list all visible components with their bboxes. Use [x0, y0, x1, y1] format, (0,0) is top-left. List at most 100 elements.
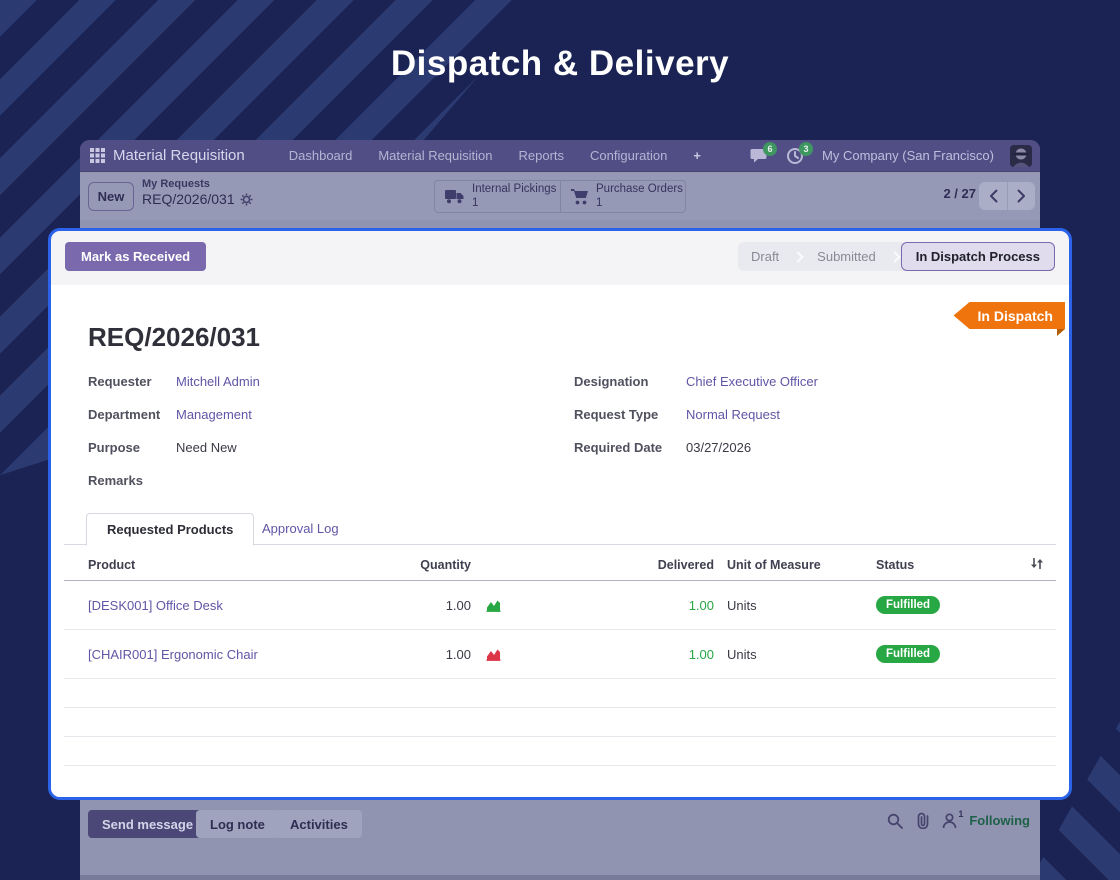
internal-pickings-button[interactable]: Internal Pickings 1 — [435, 181, 560, 212]
quantity-cell: 1.00 — [445, 597, 471, 613]
pager-previous-button[interactable] — [979, 182, 1007, 210]
mark-as-received-button[interactable]: Mark as Received — [65, 242, 207, 271]
required-date-value[interactable]: 03/27/2026 — [686, 440, 752, 455]
settings-gear-icon[interactable] — [240, 193, 253, 206]
chatter-tools: 1 Following — [887, 809, 1030, 829]
adjust-columns-icon — [1031, 558, 1043, 569]
user-avatar[interactable] — [1010, 144, 1032, 167]
header-product[interactable]: Product — [88, 558, 136, 572]
statusbar-step-draft[interactable]: Draft — [751, 249, 780, 264]
statusbar-separator — [792, 250, 804, 263]
next-message-edge — [80, 875, 1040, 880]
messages-count-badge: 6 — [763, 141, 778, 156]
empty-table-row — [64, 737, 1056, 766]
send-message-button[interactable]: Send message — [88, 810, 208, 838]
ribbon-fold — [1057, 329, 1065, 336]
activities-tab-button[interactable]: Activities — [276, 810, 362, 838]
pager-value: 2 / 27 — [943, 186, 976, 201]
tab-requested-products[interactable]: Requested Products — [86, 513, 255, 546]
product-link[interactable]: [CHAIR001] Ergonomic Chair — [88, 646, 258, 662]
in-dispatch-ribbon: In Dispatch — [953, 302, 1065, 329]
product-link[interactable]: [DESK001] Office Desk — [88, 597, 223, 613]
apps-grid-icon[interactable] — [90, 148, 105, 163]
menu-material-requisition[interactable]: Material Requisition — [378, 148, 493, 163]
uom-cell: Units — [727, 646, 757, 662]
uom-cell: Units — [727, 597, 757, 613]
app-name[interactable]: Material Requisition — [113, 147, 245, 164]
table-header-row: Product Quantity Delivered Unit of Measu… — [64, 550, 1056, 581]
menu-reports[interactable]: Reports — [518, 148, 565, 163]
highlighted-form-card: Mark as Received Draft Submitted In Disp… — [48, 228, 1072, 800]
header-delivered[interactable]: Delivered — [657, 558, 714, 572]
statusbar: Draft Submitted In Dispatch Process — [738, 242, 1055, 271]
chatter: Send message Log note Activities — [80, 800, 1040, 880]
chat-bubble-icon — [750, 148, 767, 162]
company-switcher[interactable]: My Company (San Francisco) — [822, 148, 994, 163]
internal-pickings-label: Internal Pickings — [472, 183, 557, 196]
purchase-orders-count: 1 — [596, 196, 603, 209]
forecast-chart-icon-red[interactable] — [471, 647, 521, 661]
followers-button[interactable]: 1 — [942, 809, 963, 829]
request-type-value[interactable]: Normal Request — [686, 407, 780, 422]
header-uom[interactable]: Unit of Measure — [727, 558, 821, 572]
quantity-cell: 1.00 — [445, 646, 471, 662]
search-messages-icon[interactable] — [887, 813, 904, 829]
activities-button[interactable]: 3 — [786, 141, 814, 165]
log-note-button[interactable]: Log note — [196, 810, 279, 838]
breadcrumb: My Requests REQ/2026/031 — [142, 178, 253, 207]
breadcrumb-current: REQ/2026/031 — [142, 191, 235, 207]
header-status[interactable]: Status — [876, 558, 915, 572]
statusbar-step-submitted[interactable]: Submitted — [817, 249, 876, 264]
navbar-systray: 6 3 My Company (San Francisco) — [750, 141, 1040, 167]
attachments-icon[interactable] — [915, 812, 930, 829]
following-toggle[interactable]: Following — [969, 813, 1030, 828]
purchase-orders-button[interactable]: Purchase Orders 1 — [560, 181, 685, 212]
table-row[interactable]: [DESK001] Office Desk 1.00 1.00 Units Fu… — [64, 581, 1056, 630]
menu-dashboard[interactable]: Dashboard — [288, 148, 353, 163]
navbar-menus: Dashboard Material Requisition Reports C… — [289, 148, 701, 163]
page-title: Dispatch & Delivery — [390, 44, 730, 83]
new-button[interactable]: New — [88, 182, 134, 211]
header-quantity[interactable]: Quantity — [420, 558, 471, 572]
requester-value[interactable]: Mitchell Admin — [176, 374, 260, 389]
delivered-cell: 1.00 — [688, 646, 714, 662]
delivered-cell: 1.00 — [688, 597, 714, 613]
chevron-right-icon — [1017, 189, 1025, 203]
empty-table-row — [64, 708, 1056, 737]
table-row[interactable]: [CHAIR001] Ergonomic Chair 1.00 1.00 Uni… — [64, 630, 1056, 679]
menu-configuration[interactable]: Configuration — [590, 148, 668, 163]
activities-count-badge: 3 — [799, 141, 814, 156]
empty-table-row — [64, 679, 1056, 708]
chevron-left-icon — [989, 189, 997, 203]
main-navbar: Material Requisition Dashboard Material … — [80, 140, 1040, 172]
internal-pickings-count: 1 — [472, 196, 479, 209]
messages-button[interactable]: 6 — [750, 141, 778, 165]
control-panel: New My Requests REQ/2026/031 — [80, 172, 1040, 220]
follower-count: 1 — [958, 808, 964, 819]
tab-approval-log[interactable]: Approval Log — [262, 521, 339, 536]
empty-table-row — [64, 766, 1056, 795]
statusbar-step-in-dispatch-process[interactable]: In Dispatch Process — [900, 242, 1055, 271]
department-value[interactable]: Management — [176, 407, 252, 422]
smart-buttons: Internal Pickings 1 Purchase Orders 1 — [434, 180, 686, 213]
designation-value[interactable]: Chief Executive Officer — [686, 374, 818, 389]
form-sheet: In Dispatch REQ/2026/031 Requester Mitch… — [51, 285, 1069, 797]
status-badge: Fulfilled — [876, 645, 941, 663]
requested-products-table: Product Quantity Delivered Unit of Measu… — [64, 550, 1056, 795]
purchase-orders-label: Purchase Orders — [596, 183, 683, 196]
cart-icon — [571, 188, 588, 204]
follower-person-icon — [942, 812, 957, 828]
truck-icon — [445, 190, 464, 204]
breadcrumb-parent[interactable]: My Requests — [142, 178, 210, 190]
record-title: REQ/2026/031 — [88, 322, 261, 352]
forecast-chart-icon-green[interactable] — [471, 598, 521, 612]
pager-next-button[interactable] — [1007, 182, 1035, 210]
optional-columns-button[interactable] — [991, 557, 1056, 573]
clock-icon — [787, 147, 804, 164]
purpose-value[interactable]: Need New — [176, 440, 237, 455]
status-badge: Fulfilled — [876, 596, 941, 614]
notebook-tabs: Requested Products Approval Log — [64, 512, 1056, 546]
statusbar-separator — [889, 250, 901, 263]
menu-plus[interactable]: + — [693, 148, 701, 163]
